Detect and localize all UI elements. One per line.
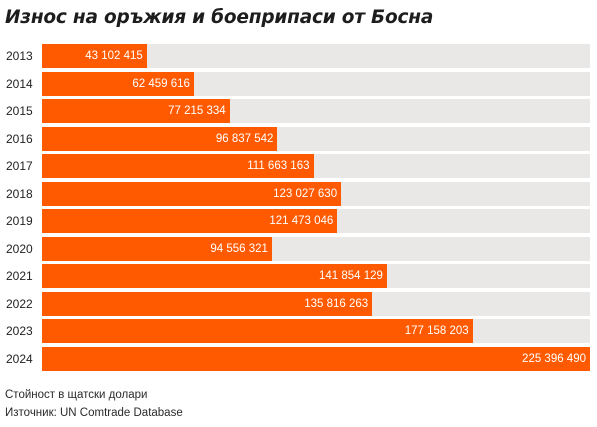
bar-row: 2018 123 027 630 bbox=[0, 182, 597, 206]
bar-track: 135 816 263 bbox=[42, 292, 590, 316]
value-label: 225 396 490 bbox=[522, 353, 586, 365]
bar-row: 2015 77 215 334 bbox=[0, 99, 597, 123]
value-label: 62 459 616 bbox=[132, 78, 190, 90]
bar-row: 2024 225 396 490 bbox=[0, 347, 597, 371]
value-label: 177 158 203 bbox=[404, 325, 469, 337]
year-label: 2024 bbox=[6, 352, 33, 366]
bar-track: 96 837 542 bbox=[42, 127, 590, 151]
value-label: 94 556 321 bbox=[210, 243, 268, 255]
value-label: 43 102 415 bbox=[85, 50, 143, 62]
value-label: 121 473 046 bbox=[269, 215, 334, 227]
year-label: 2022 bbox=[6, 297, 33, 311]
bar: 177 158 203 bbox=[42, 319, 473, 343]
chart-title: Износ на оръжия и боеприпаси от Босна bbox=[5, 7, 434, 28]
bar: 77 215 334 bbox=[42, 99, 230, 123]
year-label: 2019 bbox=[6, 214, 33, 228]
bar-track: 43 102 415 bbox=[42, 44, 590, 68]
bar: 96 837 542 bbox=[42, 127, 278, 151]
value-label: 96 837 542 bbox=[215, 133, 274, 145]
unit-note: Стойност в щатски долари bbox=[5, 389, 148, 401]
year-label: 2020 bbox=[6, 242, 33, 256]
year-label: 2015 bbox=[6, 104, 33, 118]
year-label: 2017 bbox=[6, 159, 33, 173]
bar: 225 396 490 bbox=[42, 347, 590, 371]
value-label: 141 854 129 bbox=[318, 270, 383, 282]
year-label: 2014 bbox=[6, 77, 33, 91]
value-label: 123 027 630 bbox=[273, 188, 338, 200]
bar: 141 854 129 bbox=[42, 264, 387, 288]
year-label: 2013 bbox=[6, 49, 33, 63]
bar-track: 177 158 203 bbox=[42, 319, 590, 343]
bar-row: 2014 62 459 616 bbox=[0, 72, 597, 96]
bar: 111 663 163 bbox=[42, 154, 314, 178]
bar-track: 141 854 129 bbox=[42, 264, 590, 288]
bar-track: 62 459 616 bbox=[42, 72, 590, 96]
bar-track: 77 215 334 bbox=[42, 99, 590, 123]
bar-track: 225 396 490 bbox=[42, 347, 590, 371]
bar-row: 2016 96 837 542 bbox=[0, 127, 597, 151]
bar-row: 2022 135 816 263 bbox=[0, 292, 597, 316]
source-note: Източник: UN Comtrade Database bbox=[5, 407, 183, 419]
bar-track: 121 473 046 bbox=[42, 209, 590, 233]
bar: 135 816 263 bbox=[42, 292, 373, 316]
bar-row: 2020 94 556 321 bbox=[0, 237, 597, 261]
year-label: 2021 bbox=[6, 269, 33, 283]
bar: 121 473 046 bbox=[42, 209, 338, 233]
year-label: 2023 bbox=[6, 324, 33, 338]
bar-row: 2021 141 854 129 bbox=[0, 264, 597, 288]
year-label: 2018 bbox=[6, 187, 33, 201]
bar-track: 111 663 163 bbox=[42, 154, 590, 178]
bar: 62 459 616 bbox=[42, 72, 194, 96]
bar: 43 102 415 bbox=[42, 44, 147, 68]
bar: 94 556 321 bbox=[42, 237, 272, 261]
bar-track: 94 556 321 bbox=[42, 237, 590, 261]
bar: 123 027 630 bbox=[42, 182, 342, 206]
bar-row: 2023 177 158 203 bbox=[0, 319, 597, 343]
bar-chart: 2013 43 102 415 2014 62 459 616 2015 77 215 3… bbox=[0, 44, 597, 374]
value-label: 135 816 263 bbox=[304, 298, 369, 310]
value-label: 111 663 163 bbox=[247, 160, 310, 172]
bar-row: 2019 121 473 046 bbox=[0, 209, 597, 233]
bar-track: 123 027 630 bbox=[42, 182, 590, 206]
bar-row: 2013 43 102 415 bbox=[0, 44, 597, 68]
value-label: 77 215 334 bbox=[168, 105, 226, 117]
year-label: 2016 bbox=[6, 132, 33, 146]
bar-row: 2017 111 663 163 bbox=[0, 154, 597, 178]
